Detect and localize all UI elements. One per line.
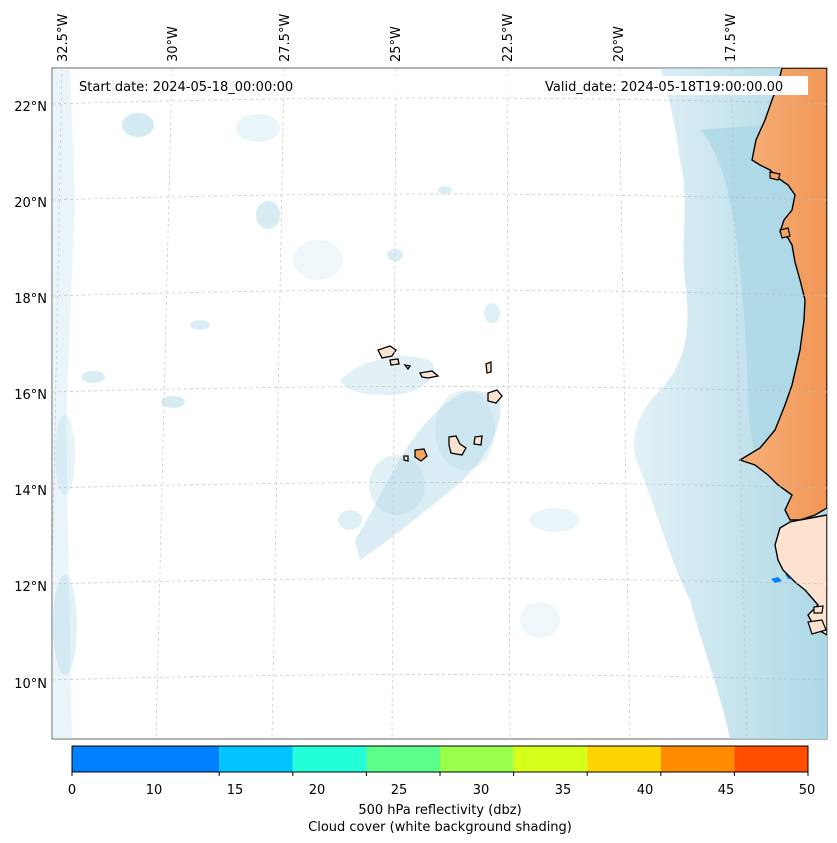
lon-label: 27.5°W bbox=[278, 14, 293, 62]
lon-label: 22.5°W bbox=[501, 14, 516, 62]
lat-label: 22°N bbox=[14, 100, 47, 115]
lon-label: 17.5°W bbox=[724, 14, 739, 62]
lat-label: 10°N bbox=[14, 677, 47, 692]
colorbar-tick-label: 50 bbox=[799, 783, 816, 798]
longitude-labels: 32.5°W 30°W 27.5°W 25°W 22.5°W 20°W 17.5… bbox=[56, 14, 739, 62]
africa-land bbox=[738, 68, 827, 521]
colorbar-ticks: 0 10 15 20 25 30 35 40 45 50 500 hPa ref… bbox=[68, 783, 815, 835]
africa-land-south bbox=[774, 514, 827, 636]
lat-label: 18°N bbox=[14, 292, 47, 307]
valid-date-box bbox=[538, 76, 808, 95]
colorbar-swatch bbox=[440, 746, 514, 772]
colorbar-tick-label: 0 bbox=[68, 783, 76, 798]
colorbar-tick-label: 10 bbox=[146, 783, 163, 798]
lon-label: 30°W bbox=[166, 26, 181, 62]
lon-label: 32.5°W bbox=[56, 14, 71, 62]
colorbar-tick-label: 15 bbox=[227, 783, 244, 798]
lat-label: 14°N bbox=[14, 484, 47, 499]
colorbar-tick-label: 35 bbox=[555, 783, 572, 798]
start-date-box bbox=[71, 76, 311, 95]
colorbar-swatch bbox=[366, 746, 440, 772]
colorbar-subtitle: Cloud cover (white background shading) bbox=[308, 820, 572, 835]
colorbar-swatch bbox=[734, 746, 808, 772]
colorbar-tick-label: 25 bbox=[391, 783, 408, 798]
colorbar-swatch bbox=[219, 746, 293, 772]
lat-label: 12°N bbox=[14, 580, 47, 595]
colorbar-tick-label: 45 bbox=[718, 783, 735, 798]
lon-label: 20°W bbox=[612, 26, 627, 62]
colorbar-tick-label: 20 bbox=[309, 783, 326, 798]
graticule bbox=[52, 68, 827, 739]
lat-label: 20°N bbox=[14, 196, 47, 211]
lon-label: 25°W bbox=[389, 26, 404, 62]
colorbar bbox=[71, 745, 809, 776]
cape-verde-islands bbox=[377, 345, 503, 462]
colorbar-swatch bbox=[513, 746, 588, 772]
colorbar-tick-label: 30 bbox=[473, 783, 490, 798]
lat-label: 16°N bbox=[14, 388, 47, 403]
colorbar-swatch bbox=[660, 746, 735, 772]
start-date-label: Start date: 2024-05-18_00:00:00 bbox=[79, 80, 293, 95]
valid-date-label: Valid_date: 2024-05-18T19:00:00.00 bbox=[545, 80, 783, 95]
colorbar-swatch bbox=[292, 746, 367, 772]
colorbar-swatch bbox=[587, 746, 661, 772]
colorbar-swatch bbox=[72, 746, 220, 772]
colorbar-title: 500 hPa reflectivity (dbz) bbox=[358, 803, 521, 818]
colorbar-tick-label: 40 bbox=[637, 783, 654, 798]
latitude-labels: 22°N 20°N 18°N 16°N 14°N 12°N 10°N bbox=[14, 100, 47, 692]
